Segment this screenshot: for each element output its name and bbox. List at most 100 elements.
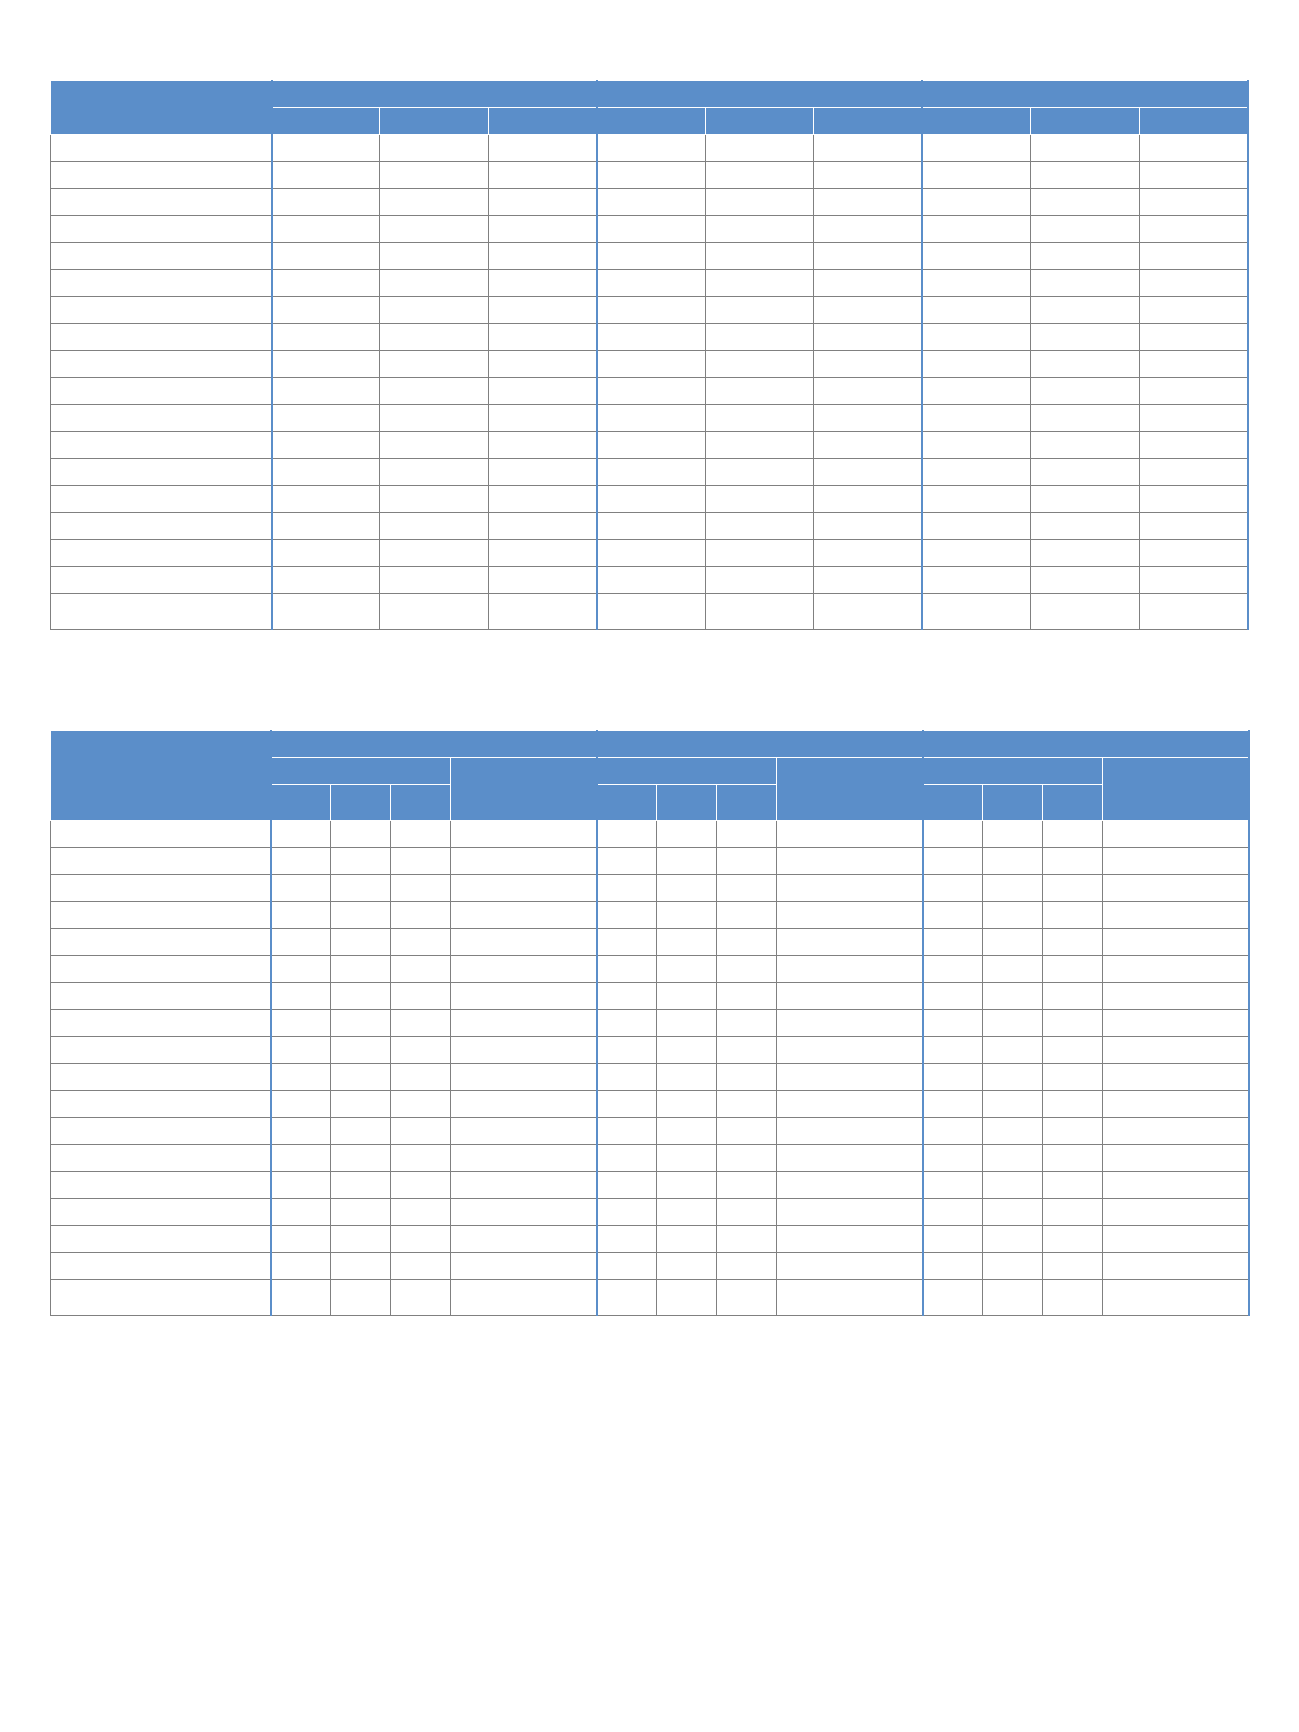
data-cell [488, 216, 597, 243]
data-cell-wide [1103, 902, 1249, 929]
table-row [51, 848, 1249, 875]
wide-sub-header [1103, 758, 1249, 821]
data-cell [983, 1091, 1043, 1118]
data-cell [814, 189, 923, 216]
data-cell [814, 567, 923, 594]
data-cell [814, 540, 923, 567]
data-cell [272, 459, 380, 486]
data-cell [983, 956, 1043, 983]
data-cell [597, 540, 705, 567]
data-cell-wide [451, 1199, 597, 1226]
data-cell [814, 378, 923, 405]
data-cell [488, 243, 597, 270]
data-cell [391, 929, 451, 956]
data-cell [657, 1091, 717, 1118]
data-cell [331, 1280, 391, 1316]
row-label-cell [51, 929, 271, 956]
data-cell-wide [451, 1253, 597, 1280]
data-cell [922, 567, 1030, 594]
data-cell [717, 983, 777, 1010]
data-cell [923, 902, 983, 929]
data-cell [657, 821, 717, 848]
table-row [51, 486, 1249, 513]
data-cell [488, 270, 597, 297]
table-row [51, 956, 1249, 983]
data-cell [717, 848, 777, 875]
data-cell [923, 1280, 983, 1316]
data-cell [271, 1226, 331, 1253]
data-cell [488, 189, 597, 216]
data-cell-wide [777, 1118, 923, 1145]
data-cell [657, 1172, 717, 1199]
data-cell [331, 1226, 391, 1253]
data-cell [391, 1064, 451, 1091]
table-row [51, 594, 1249, 630]
row-label-cell [51, 1091, 271, 1118]
data-cell [380, 270, 488, 297]
data-cell [1043, 956, 1103, 983]
row-label-cell [51, 243, 272, 270]
data-cell [391, 1145, 451, 1172]
data-cell [331, 1010, 391, 1037]
sub-header [1139, 108, 1248, 135]
data-cell [597, 405, 705, 432]
data-cell [488, 378, 597, 405]
row-label-cell [51, 1145, 271, 1172]
data-cell [597, 1064, 657, 1091]
data-cell-wide [777, 983, 923, 1010]
data-cell [271, 821, 331, 848]
data-cell-wide [1103, 1091, 1249, 1118]
data-cell [391, 875, 451, 902]
data-cell [272, 432, 380, 459]
data-cell [705, 594, 813, 630]
row-label-cell [51, 567, 272, 594]
data-cell [271, 875, 331, 902]
row-label-cell [51, 351, 272, 378]
data-cell [271, 1280, 331, 1316]
data-cell [657, 929, 717, 956]
data-cell [391, 1010, 451, 1037]
row-label-cell [51, 875, 271, 902]
data-cell-wide [777, 902, 923, 929]
data-cell [1043, 1064, 1103, 1091]
data-cell [814, 324, 923, 351]
data-cell [391, 1280, 451, 1316]
row-label-cell [51, 983, 271, 1010]
table-row [51, 135, 1249, 162]
data-cell [331, 1064, 391, 1091]
row-label-cell [51, 1010, 271, 1037]
data-cell [380, 486, 488, 513]
data-cell [271, 1037, 331, 1064]
data-cell [705, 243, 813, 270]
row-label-cell [51, 432, 272, 459]
data-cell [380, 540, 488, 567]
data-cell [814, 216, 923, 243]
data-cell [272, 405, 380, 432]
data-cell [391, 983, 451, 1010]
data-cell [391, 1253, 451, 1280]
subgroup-header [597, 758, 777, 785]
data-cell [488, 513, 597, 540]
data-cell-wide [1103, 821, 1249, 848]
data-cell-wide [777, 848, 923, 875]
row-label-cell [51, 270, 272, 297]
data-cell-wide [451, 983, 597, 1010]
data-cell [657, 1280, 717, 1316]
data-cell-wide [1103, 1064, 1249, 1091]
data-cell [271, 902, 331, 929]
data-cell [1139, 378, 1248, 405]
data-cell-wide [1103, 1172, 1249, 1199]
data-cell [380, 594, 488, 630]
data-cell [983, 848, 1043, 875]
data-cell [597, 821, 657, 848]
data-cell [717, 821, 777, 848]
data-cell [657, 902, 717, 929]
data-cell [1031, 540, 1139, 567]
row-label-cell [51, 848, 271, 875]
data-cell [657, 1010, 717, 1037]
data-cell-wide [1103, 1280, 1249, 1316]
data-cell [922, 513, 1030, 540]
row-label-cell [51, 324, 272, 351]
data-cell [983, 875, 1043, 902]
data-cell [922, 270, 1030, 297]
